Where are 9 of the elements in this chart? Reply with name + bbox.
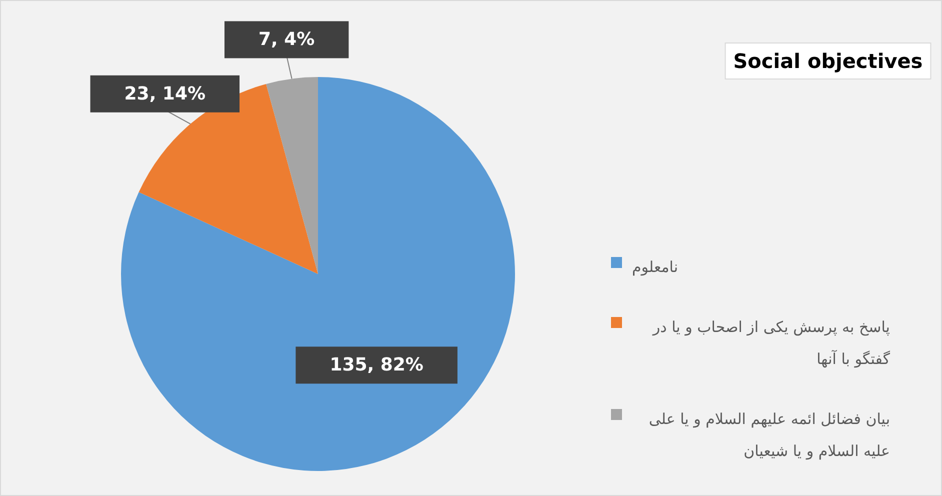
pie-slice xyxy=(121,77,515,471)
legend-label: پاسخ به پرسش یکی از اصحاب و یا در گفتگو با آنها xyxy=(652,318,890,368)
legend-label: نامعلوم xyxy=(632,258,678,276)
text: Social objectives xyxy=(733,49,923,73)
data-label: 7, 4% xyxy=(258,29,315,50)
pie-slice xyxy=(266,77,318,274)
data-label: 23, 14% xyxy=(124,83,206,104)
legend-label: بیان فضائل ائمه علیهم السلام و یا علی علیه السلام و یا شیعیان xyxy=(648,410,890,460)
data-label: 135, 82% xyxy=(330,354,424,376)
